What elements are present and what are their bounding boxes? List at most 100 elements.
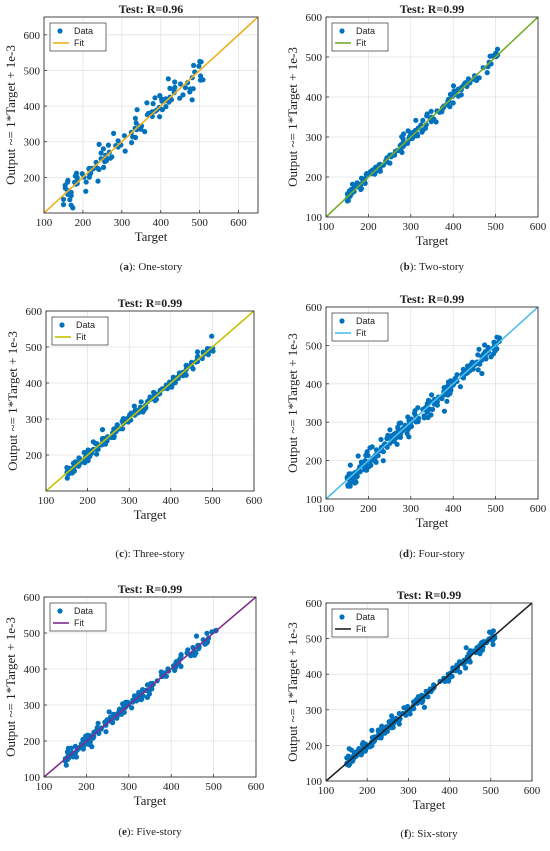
y-axis-title: Output ~= 1*Target + 1e-3	[285, 622, 300, 762]
x-tick-label: 600	[246, 495, 263, 507]
data-point	[474, 77, 480, 83]
data-point	[457, 669, 463, 675]
data-point	[347, 462, 353, 468]
data-point	[182, 85, 189, 91]
panel-title: Test: R=0.99	[118, 582, 182, 596]
x-tick-label: 100	[318, 785, 335, 797]
panel-f: 100 200 300 400 500 600 100 200 300 400 500 600 Data…	[285, 588, 541, 840]
x-tick-label: 300	[114, 217, 131, 229]
data-point	[429, 392, 435, 398]
data-point	[121, 133, 127, 139]
legend-label-fit: Fit	[74, 618, 84, 628]
legend-box	[331, 22, 389, 52]
data-point	[479, 370, 485, 377]
data-point	[444, 398, 450, 404]
fit-line	[44, 597, 256, 777]
data-point	[62, 185, 68, 191]
panel-caption: (c): Three-story	[115, 548, 185, 560]
caption-text: : Three-story	[128, 548, 185, 560]
data-point	[115, 138, 121, 144]
legend: Data Fit	[49, 22, 107, 52]
data-point	[398, 147, 404, 154]
y-tick-label: 500	[24, 628, 41, 640]
data-point	[136, 689, 142, 696]
y-axis-title: Output ~= 1*Target + 1e-3	[285, 47, 300, 187]
data-point	[178, 663, 184, 670]
data-point	[475, 367, 481, 373]
data-point	[129, 705, 135, 711]
data-point	[180, 92, 186, 98]
x-tick-label: 200	[75, 217, 92, 229]
data-point	[103, 729, 109, 735]
data-point	[132, 115, 138, 121]
legend-box	[49, 22, 107, 52]
x-tick-label: 300	[403, 221, 420, 233]
caption-paren: )	[409, 548, 413, 560]
y-tick-label: 100	[306, 212, 323, 224]
axes-box	[325, 16, 539, 218]
x-tick-label: 200	[360, 503, 377, 515]
data-point	[367, 744, 373, 750]
data-point	[163, 104, 169, 110]
data-point	[122, 148, 128, 154]
data-point	[144, 100, 150, 106]
data-point	[372, 456, 378, 462]
x-tick-label: 300	[121, 781, 138, 793]
y-tick-label: 300	[24, 137, 41, 149]
axes-box	[325, 602, 533, 782]
y-tick-label: 400	[24, 664, 41, 676]
data-point	[432, 396, 438, 402]
x-tick-label: 200	[359, 785, 376, 797]
data-point	[196, 63, 202, 69]
data-point	[421, 704, 428, 710]
data-point	[100, 146, 106, 152]
data-point	[463, 645, 469, 651]
y-tick-label: 600	[26, 306, 43, 318]
data-point	[379, 723, 385, 729]
data-point	[465, 76, 471, 82]
y-tick-label: 300	[306, 132, 323, 144]
x-axis-title: Target	[413, 797, 446, 812]
x-tick-label: 500	[191, 217, 208, 229]
data-point	[450, 100, 456, 106]
data-point	[388, 433, 394, 439]
x-tick-label: 500	[204, 495, 221, 507]
data-point	[387, 160, 393, 166]
data-point	[150, 101, 156, 107]
data-point	[458, 92, 464, 98]
data-point	[172, 79, 178, 85]
legend-marker-data	[339, 614, 345, 620]
data-point	[169, 384, 175, 390]
data-point	[131, 403, 137, 409]
data-point	[65, 177, 71, 183]
data-point	[449, 673, 455, 680]
data-point	[475, 352, 481, 358]
data-point	[395, 426, 401, 432]
data-point	[349, 181, 356, 187]
axes-box	[43, 16, 259, 214]
data-point	[67, 190, 73, 196]
fit-line	[326, 17, 538, 217]
data-point	[132, 134, 139, 141]
data-point	[172, 667, 178, 674]
data-point	[99, 427, 106, 433]
data-point	[353, 479, 359, 485]
y-tick-label: 200	[306, 172, 323, 184]
data-point	[102, 159, 108, 165]
data-point	[193, 633, 200, 639]
data-point	[144, 694, 150, 701]
y-tick-label: 400	[306, 379, 323, 391]
data-point	[178, 653, 184, 659]
data-point	[81, 449, 87, 456]
data-point	[476, 346, 482, 352]
data-point	[134, 107, 140, 113]
plot-content	[46, 311, 254, 491]
legend-label-fit: Fit	[356, 624, 366, 634]
x-axis-title: Target	[134, 793, 167, 808]
data-point	[152, 397, 158, 403]
data-point	[109, 154, 115, 160]
data-point	[369, 444, 375, 450]
panel-b: 100 200 300 400 500 600 100 200 300 400 500 600 Data…	[285, 2, 547, 273]
y-tick-label: 200	[306, 456, 323, 468]
data-point	[138, 399, 144, 405]
